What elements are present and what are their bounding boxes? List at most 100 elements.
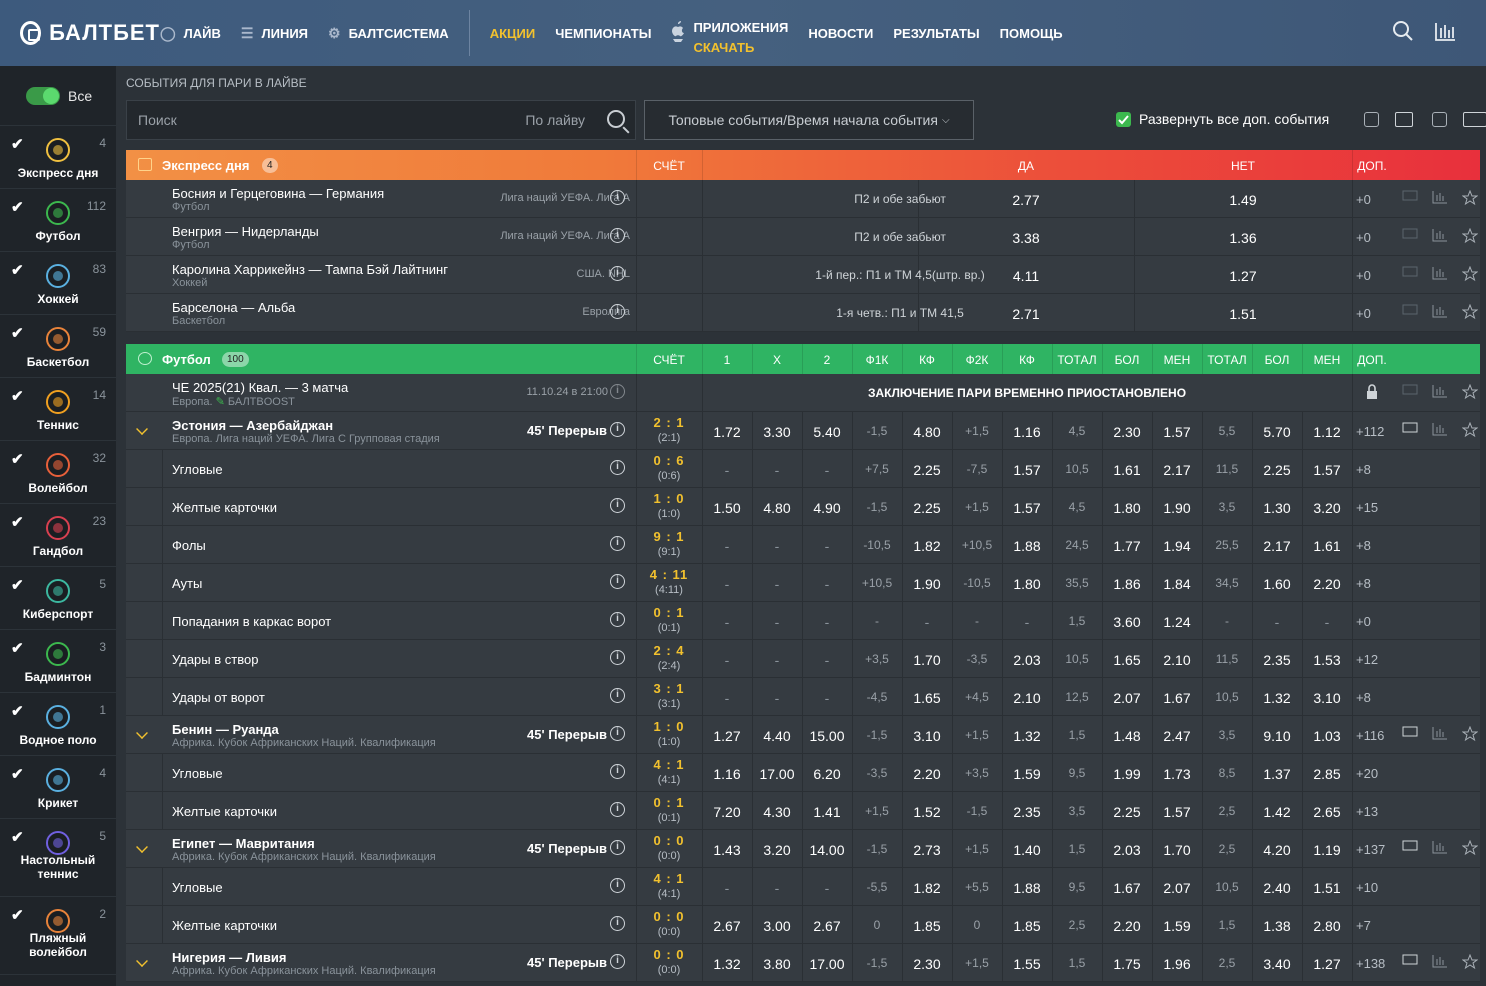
check-icon[interactable]: ✔ (11, 388, 24, 405)
express-row[interactable]: Барселона — Альба Баскетбол Евролига i 1-я ч… (126, 294, 1480, 332)
search-icon[interactable] (1392, 20, 1414, 42)
favorite-star-icon[interactable] (1461, 303, 1479, 320)
odds-cell[interactable]: - (724, 538, 730, 554)
odds-cell[interactable]: - (824, 690, 830, 706)
odds-cell[interactable]: 2.20 (1313, 576, 1341, 592)
nav-ter-2[interactable]: ПОМОЩЬ (1000, 26, 1063, 41)
odds-cell[interactable]: 1.75 (1113, 956, 1141, 972)
info-icon[interactable]: i (610, 304, 625, 319)
odds-cell[interactable]: 2.20 (1113, 918, 1141, 934)
express-row[interactable]: Каролина Харрикейнз — Тампа Бэй Лайтнинг… (126, 256, 1480, 294)
odds-cell[interactable]: 1.85 (913, 918, 941, 934)
odds-cell[interactable]: 3.30 (763, 424, 791, 440)
all-sports-toggle[interactable]: Все (0, 66, 116, 126)
odds-cell[interactable]: 1.24 (1163, 614, 1191, 630)
odds-cell[interactable]: 2.40 (1263, 880, 1291, 896)
odds-cell[interactable]: 1.55 (1013, 956, 1041, 972)
event-name[interactable]: Каролина Харрикейнз — Тампа Бэй Лайтнинг (172, 262, 448, 277)
sidebar-item-tennis[interactable]: ✔ 14 Теннис (0, 378, 116, 441)
odds-yes[interactable]: 2.77 (1012, 192, 1040, 208)
info-icon[interactable]: i (610, 878, 625, 893)
checkbox-checked[interactable] (1116, 111, 1131, 127)
chevron-down-icon[interactable] (136, 841, 148, 853)
info-icon[interactable]: i (610, 460, 625, 475)
market-row[interactable]: Угловые i 4 : 1 (4:1) 1.16 17.00 6.20 -3,5 2.20 +… (126, 754, 1480, 792)
odds-cell[interactable]: 3.00 (763, 918, 791, 934)
event-name[interactable]: ЧЕ 2025(21) Квал. — 3 матча (172, 380, 349, 395)
odds-cell[interactable]: - (1024, 614, 1030, 630)
info-icon[interactable]: i (610, 422, 625, 437)
odds-yes[interactable]: 4.11 (1012, 268, 1040, 284)
check-icon[interactable]: ✔ (11, 703, 24, 720)
odds-cell[interactable]: 1.52 (913, 804, 941, 820)
sort-select[interactable]: Топовые события/Время начала события ⌵ (644, 100, 974, 140)
market-row[interactable]: Ауты i 4 : 11 (4:11) - - - +10,5 1.90 -10,5 1.80 35… (126, 564, 1480, 602)
tv-icon[interactable] (1402, 840, 1418, 854)
odds-cell[interactable]: 1.57 (1163, 424, 1191, 440)
market-row[interactable]: Желтые карточки i 1 : 0 (1:0) 1.50 4.80 4.90 -1… (126, 488, 1480, 526)
nav-main-2[interactable]: ⚙ БАЛТСИСТЕМА (328, 25, 449, 42)
favorite-star-icon[interactable] (1461, 189, 1479, 206)
match-row[interactable]: Бенин — Руанда Африка. Кубок Африканских … (126, 716, 1480, 754)
more-markets[interactable]: +13 (1356, 804, 1379, 819)
odds-cell[interactable]: 1.67 (1163, 690, 1191, 706)
odds-cell[interactable]: 4.80 (763, 500, 791, 516)
odds-cell[interactable]: - (824, 462, 830, 478)
odds-cell[interactable]: 1.67 (1113, 880, 1141, 896)
odds-cell[interactable]: 2.85 (1313, 766, 1341, 782)
odds-cell[interactable]: 1.65 (913, 690, 941, 706)
info-icon[interactable]: i (610, 574, 625, 589)
odds-cell[interactable]: 1.90 (1163, 500, 1191, 516)
odds-cell[interactable]: 17.00 (809, 956, 845, 972)
info-icon[interactable]: i (610, 384, 625, 399)
stats-icon[interactable] (1432, 384, 1448, 398)
market-row[interactable]: Желтые карточки i 0 : 0 (0:0) 2.67 3.00 2.67 0 1… (126, 906, 1480, 944)
odds-cell[interactable]: 1.80 (1113, 500, 1141, 516)
odds-cell[interactable]: 2.10 (1163, 652, 1191, 668)
odds-cell[interactable]: 2.20 (913, 766, 941, 782)
tv-icon[interactable] (1402, 190, 1418, 204)
info-icon[interactable]: i (610, 190, 625, 205)
sidebar-item-badminton[interactable]: ✔ 3 Бадминтон (0, 630, 116, 693)
nav-sec-0[interactable]: АКЦИИ (490, 26, 536, 41)
check-icon[interactable]: ✔ (11, 199, 24, 216)
tv-icon[interactable] (1402, 422, 1418, 436)
check-icon[interactable]: ✔ (11, 640, 24, 657)
odds-cell[interactable]: 2.03 (1113, 842, 1141, 858)
odds-cell[interactable]: 1.57 (1313, 462, 1341, 478)
odds-cell[interactable]: 2.47 (1163, 728, 1191, 744)
odds-no[interactable]: 1.27 (1229, 268, 1257, 284)
odds-cell[interactable]: 1.70 (913, 652, 941, 668)
info-icon[interactable]: i (610, 802, 625, 817)
nav-apps[interactable]: ПРИЛОЖЕНИЯ СКАЧАТЬ (671, 8, 788, 58)
tv-icon[interactable] (1402, 384, 1418, 398)
check-icon[interactable]: ✔ (11, 766, 24, 783)
odds-cell[interactable]: - (724, 880, 730, 896)
more-markets[interactable]: +112 (1356, 424, 1385, 439)
odds-cell[interactable]: 1.80 (1013, 576, 1041, 592)
stats-icon[interactable] (1432, 422, 1448, 436)
info-icon[interactable]: i (610, 954, 625, 969)
nav-main-0[interactable]: ◯ ЛАЙВ (160, 25, 221, 42)
odds-cell[interactable]: 1.88 (1013, 880, 1041, 896)
odds-cell[interactable]: 4.20 (1263, 842, 1291, 858)
match-row[interactable]: Эстония — Азербайджан Европа. Лига наций … (126, 412, 1480, 450)
logo[interactable]: БАЛТБЕТ (20, 20, 160, 46)
odds-cell[interactable]: - (1274, 614, 1280, 630)
odds-cell[interactable]: 1.73 (1163, 766, 1191, 782)
odds-cell[interactable]: 1.38 (1263, 918, 1291, 934)
odds-cell[interactable]: - (774, 614, 780, 630)
odds-cell[interactable]: 1.32 (713, 956, 741, 972)
check-icon[interactable]: ✔ (11, 136, 24, 153)
odds-cell[interactable]: 1.84 (1163, 576, 1191, 592)
toggle-switch[interactable] (26, 86, 60, 105)
stats-icon[interactable] (1432, 228, 1448, 242)
odds-cell[interactable]: 1.61 (1313, 538, 1341, 554)
sidebar-item-cricket[interactable]: ✔ 4 Крикет (0, 756, 116, 819)
odds-cell[interactable]: 1.88 (1013, 538, 1041, 554)
odds-cell[interactable]: 1.57 (1013, 462, 1041, 478)
stats-icon[interactable] (1432, 954, 1448, 968)
more-markets[interactable]: +0 (1356, 268, 1371, 283)
sidebar-item-handball[interactable]: ✔ 23 Гандбол (0, 504, 116, 567)
odds-cell[interactable]: 2.65 (1313, 804, 1341, 820)
